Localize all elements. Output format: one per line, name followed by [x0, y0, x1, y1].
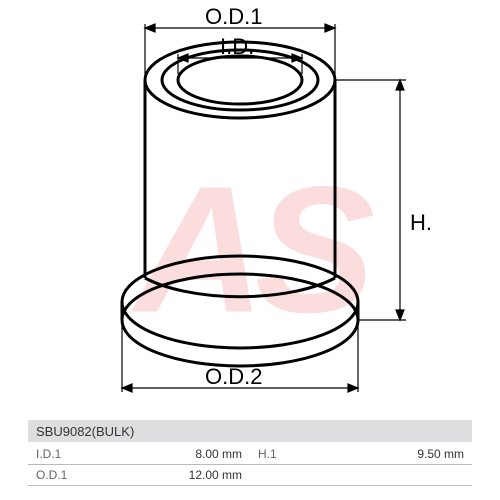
- spec-od1-value: 12.00 mm: [129, 465, 250, 486]
- label-id: I.D.: [220, 34, 254, 60]
- label-od2: O.D.2: [205, 364, 262, 390]
- spec-od1-label: O.D.1: [28, 465, 129, 486]
- spec-id1-value: 8.00 mm: [129, 444, 250, 465]
- spec-empty-label: [250, 465, 351, 486]
- part-number-bar: SBU9082(BULK): [28, 420, 472, 442]
- spec-h1-label: H.1: [250, 444, 351, 465]
- label-od1: O.D.1: [205, 4, 262, 30]
- spec-table: I.D.1 8.00 mm H.1 9.50 mm O.D.1 12.00 mm: [28, 444, 472, 486]
- label-h: H.: [410, 210, 432, 236]
- spec-h1-value: 9.50 mm: [351, 444, 472, 465]
- bushing-diagram: O.D.1 I.D. O.D.2 H.: [30, 10, 470, 410]
- part-number: SBU9082(BULK): [36, 424, 134, 439]
- spec-empty-value: [351, 465, 472, 486]
- spec-id1-label: I.D.1: [28, 444, 129, 465]
